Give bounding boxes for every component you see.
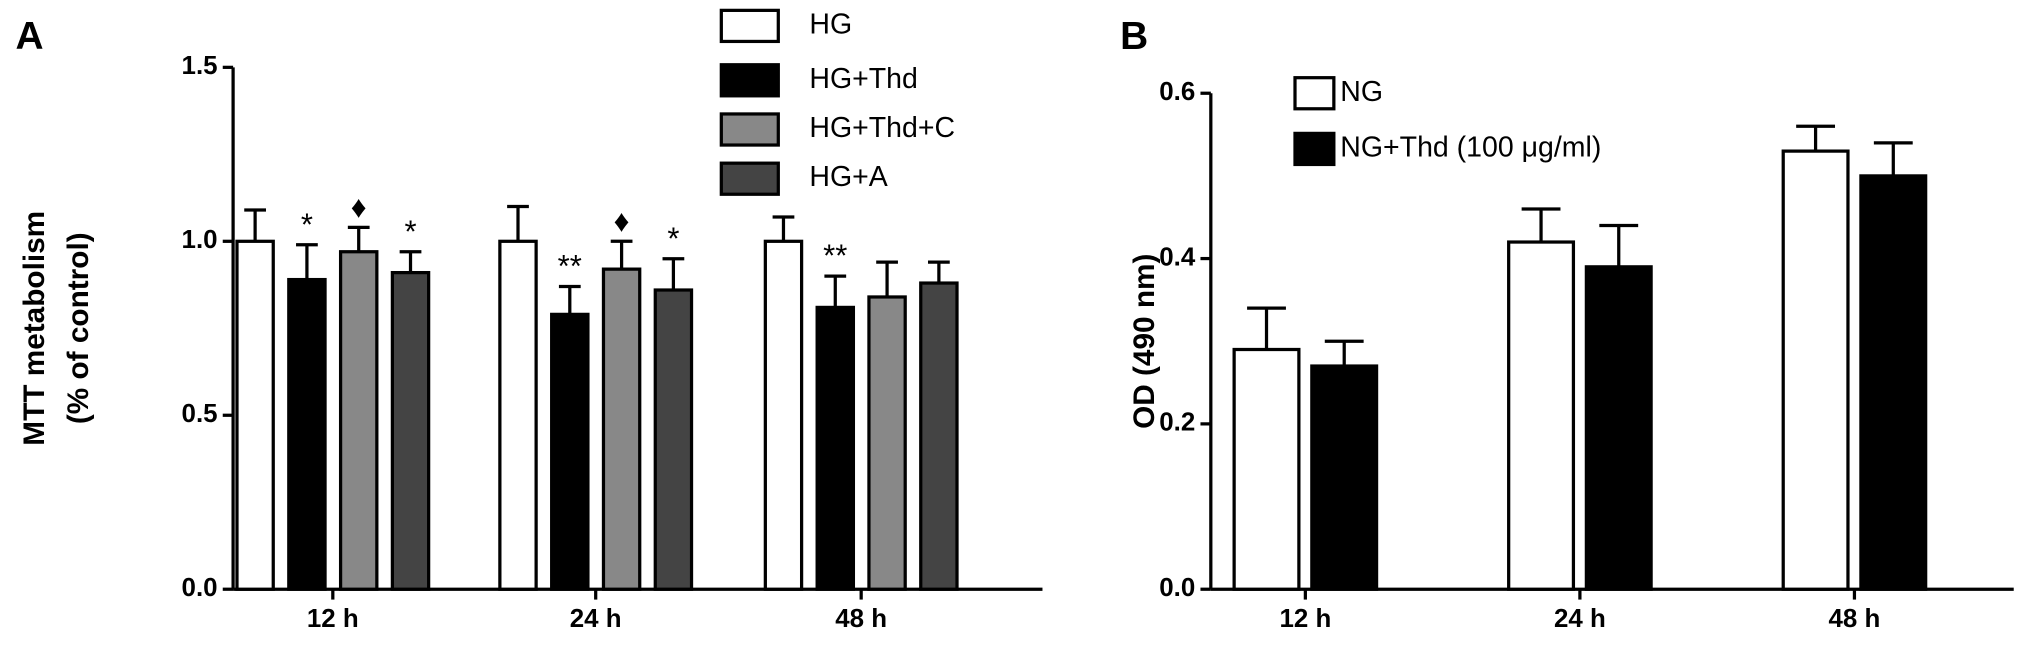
bar <box>338 250 379 591</box>
bar <box>653 288 694 591</box>
legend-label: HG+Thd+C <box>809 112 955 144</box>
legend-swatch <box>1293 76 1336 111</box>
bar <box>1310 364 1379 591</box>
bar <box>919 281 959 591</box>
x-tick-label: 48 h <box>1829 605 1881 633</box>
bar <box>1859 174 1928 591</box>
bar <box>1507 240 1576 591</box>
significance-label: ** <box>823 238 847 273</box>
y-axis-label: OD (490 nm) <box>1128 254 1161 429</box>
significance-label: * <box>667 221 679 256</box>
legend-swatch <box>719 161 780 196</box>
bar <box>235 239 275 591</box>
legend-swatch <box>1293 131 1336 167</box>
y-axis-label: MTT metabolism <box>18 211 51 446</box>
significance-label: * <box>404 214 416 249</box>
y-tick-label: 1.5 <box>182 52 218 80</box>
legend-label: HG+A <box>809 161 887 193</box>
legend-swatch <box>719 112 780 147</box>
legend-swatch <box>719 63 780 98</box>
x-tick-label: 24 h <box>1554 605 1606 633</box>
y-tick-label: 0.6 <box>1159 78 1195 106</box>
x-tick-label: 24 h <box>570 605 622 633</box>
bar <box>1584 265 1653 591</box>
bar <box>1232 347 1301 591</box>
panel-label: B <box>1120 15 1148 58</box>
legend-label: HG+Thd <box>809 63 917 95</box>
bar <box>815 305 856 591</box>
y-tick-label: 1.0 <box>182 226 218 254</box>
y-tick-label: 0.0 <box>1159 574 1195 602</box>
x-tick-label: 12 h <box>307 605 359 633</box>
y-axis-label: (% of control) <box>62 232 95 424</box>
significance-label: ♦ <box>614 203 630 238</box>
y-tick-label: 0.2 <box>1159 409 1195 437</box>
bar <box>763 239 804 591</box>
bar <box>867 295 907 591</box>
significance-label: * <box>301 207 313 242</box>
x-tick-label: 48 h <box>835 605 887 633</box>
significance-label: ** <box>558 249 582 284</box>
bar <box>498 239 538 591</box>
legend-label: NG <box>1340 76 1383 108</box>
bar <box>390 270 431 591</box>
y-tick-label: 0.5 <box>182 400 218 428</box>
bar <box>550 312 590 591</box>
legend-label: NG+Thd (100 μg/ml) <box>1340 131 1601 163</box>
legend-swatch <box>719 8 780 44</box>
y-tick-label: 0.0 <box>182 574 218 602</box>
significance-label: ♦ <box>351 189 367 224</box>
figure-body: A MTT metabolism (% of control) 0.0 0.5 1.0 1.… <box>16 8 2014 633</box>
y-tick-label: 0.4 <box>1159 243 1196 271</box>
panel-label: A <box>16 15 44 58</box>
x-tick-label: 12 h <box>1279 605 1331 633</box>
bar <box>1781 149 1850 591</box>
legend-label: HG <box>809 8 852 40</box>
bar <box>287 277 327 591</box>
bar <box>601 267 642 591</box>
